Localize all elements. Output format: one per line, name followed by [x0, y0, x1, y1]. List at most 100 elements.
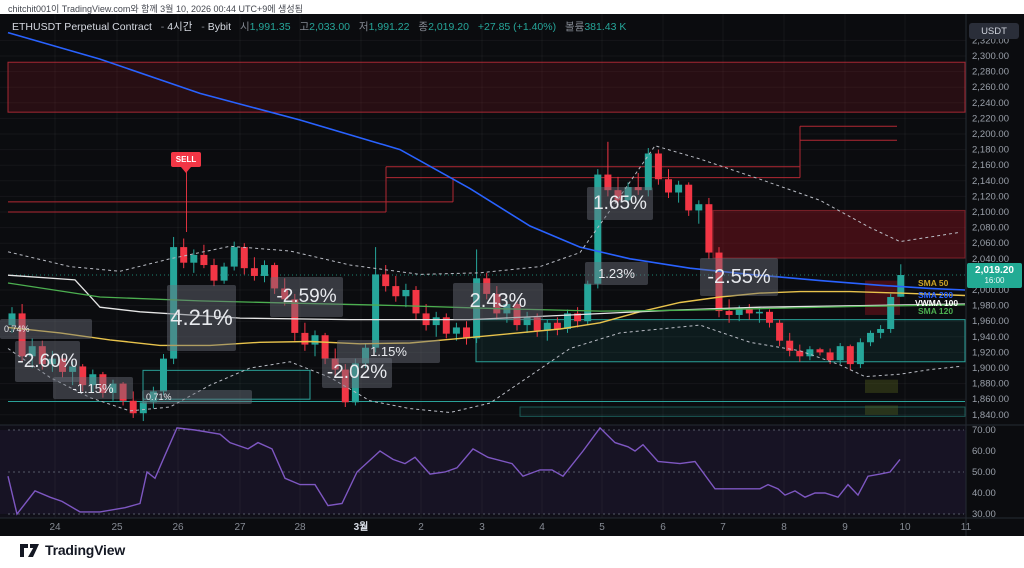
attribution-bar: chitchit001이 TradingView.com와 함께 3월 10, … [0, 0, 1024, 14]
volume-label: 볼륨 [565, 21, 585, 33]
svg-text:2,120.00: 2,120.00 [972, 191, 1009, 202]
change-value: +27.85 (+1.40%) [477, 21, 557, 33]
sell-marker-line [185, 172, 187, 232]
exchange-label: Bybit [207, 21, 232, 33]
svg-text:1,880.00: 1,880.00 [972, 379, 1009, 390]
ma-lines-layer [7, 31, 966, 414]
zones-layer [7, 61, 966, 417]
price-axis[interactable]: 2,320.00 2,300.00 2,280.00 2,260.00 2,240.00… [972, 35, 1009, 520]
pct-drawing-label[interactable]: -2.55% [700, 258, 778, 296]
pct-drawing-label[interactable]: -1.15% [53, 377, 133, 399]
interval-label[interactable]: 4시간 [167, 21, 193, 33]
sell-marker[interactable]: SELL [171, 152, 201, 167]
overlay-sma-120 [7, 282, 966, 312]
rsi-pane [0, 425, 966, 518]
svg-text:2,320.00: 2,320.00 [972, 35, 1009, 46]
svg-text:1,980.00: 1,980.00 [972, 301, 1009, 312]
svg-text:2,040.00: 2,040.00 [972, 254, 1009, 265]
svg-text:2: 2 [418, 522, 424, 533]
demand-zone-left [142, 369, 311, 400]
overlay-vwma-100 [7, 274, 966, 321]
svg-text:1,840.00: 1,840.00 [972, 410, 1009, 421]
svg-text:3월: 3월 [354, 521, 369, 533]
svg-text:1,920.00: 1,920.00 [972, 347, 1009, 358]
pct-drawing-label[interactable]: 1.65% [587, 187, 653, 220]
rsi-line [7, 426, 901, 516]
pane-separators [0, 14, 1024, 536]
svg-text:2,220.00: 2,220.00 [972, 113, 1009, 124]
overlay-bb-upper [7, 145, 961, 275]
svg-text:1,900.00: 1,900.00 [972, 363, 1009, 374]
ma-legend-sma-50: SMA 50 [918, 278, 949, 288]
svg-text:60.00: 60.00 [972, 446, 996, 457]
svg-text:3: 3 [479, 522, 485, 533]
bar-countdown: 16:00 [984, 276, 1005, 285]
pct-drawing-label[interactable]: -2.59% [270, 277, 343, 317]
pct-drawing-label[interactable]: 0.74% [0, 319, 92, 339]
pct-drawing-label[interactable]: 1.23% [585, 262, 648, 285]
pct-drawing-label[interactable]: -2.60% [15, 341, 80, 382]
low-label: 저 [358, 21, 369, 33]
svg-text:25: 25 [111, 522, 123, 533]
chart-legend[interactable]: ETHUSDT Perpetual Contract - 4시간 - Bybit… [12, 19, 626, 34]
ma-legend-sma-200: SMA 200 [918, 290, 954, 300]
ma-legend-vwma-100: VWMA 100 [915, 298, 959, 308]
overlay-sma-200 [7, 31, 966, 291]
svg-text:1,860.00: 1,860.00 [972, 394, 1009, 405]
legend-sep2: - [201, 21, 205, 33]
svg-text:8: 8 [781, 522, 787, 533]
tradingview-logo[interactable]: TradingView [20, 542, 125, 558]
footer-bar: TradingView [0, 536, 1024, 568]
ma-legend-sma-120: SMA 120 [918, 306, 954, 316]
svg-text:2,180.00: 2,180.00 [972, 145, 1009, 156]
svg-text:28: 28 [294, 522, 306, 533]
svg-text:70.00: 70.00 [972, 425, 996, 436]
tradingview-logo-icon [20, 543, 39, 557]
legend-sep: - [160, 21, 165, 33]
overlay-bb-lower [7, 324, 961, 414]
symbol-title[interactable]: ETHUSDT Perpetual Contract [12, 21, 152, 33]
open-value: 1,991.35 [249, 21, 291, 33]
low-value: 1,991.22 [368, 21, 410, 33]
svg-text:2,060.00: 2,060.00 [972, 238, 1009, 249]
high-label: 고 [299, 21, 310, 33]
close-value: 2,019.20 [428, 21, 469, 33]
svg-text:50.00: 50.00 [972, 467, 996, 478]
svg-text:2,100.00: 2,100.00 [972, 207, 1009, 218]
supply-zone-right [712, 209, 966, 259]
tradingview-logo-text: TradingView [45, 542, 126, 558]
last-price-value: 2,019.20 [975, 265, 1014, 276]
red-lines-layer [8, 125, 897, 213]
svg-text:27: 27 [234, 522, 246, 533]
svg-text:2,240.00: 2,240.00 [972, 98, 1009, 109]
volume-value: 381.43 K [584, 21, 627, 33]
currency-chip[interactable]: USDT [969, 23, 1019, 39]
pct-drawing-label[interactable]: 4.21% [167, 285, 236, 351]
svg-text:40.00: 40.00 [972, 488, 996, 499]
pct-drawing-label[interactable]: 2.43% [453, 283, 543, 320]
last-price-badge: 2,019.20 16:00 [967, 263, 1022, 288]
svg-text:9: 9 [842, 522, 848, 533]
grid-layer [0, 14, 967, 518]
svg-text:1,960.00: 1,960.00 [972, 316, 1009, 327]
svg-text:2,260.00: 2,260.00 [972, 82, 1009, 93]
pct-drawing-label[interactable]: 1.15% [337, 340, 440, 363]
overlay-sma-50 [7, 290, 966, 347]
svg-text:2,200.00: 2,200.00 [972, 129, 1009, 140]
pct-drawing-label[interactable]: -2.02% [322, 358, 392, 388]
svg-text:2,000.00: 2,000.00 [972, 285, 1009, 296]
open-label: 시 [239, 21, 250, 33]
svg-text:5: 5 [599, 522, 605, 533]
close-label: 종 [418, 21, 429, 33]
pct-drawing-label[interactable]: 0.71% [142, 390, 252, 404]
svg-text:4: 4 [539, 522, 545, 533]
svg-text:11: 11 [961, 522, 972, 533]
order-block-2 [865, 405, 898, 415]
sell-marker-pointer [181, 167, 191, 173]
svg-text:2,160.00: 2,160.00 [972, 160, 1009, 171]
svg-text:2,080.00: 2,080.00 [972, 223, 1009, 234]
time-axis[interactable]: 24 25 26 27 28 3월 2 3 4 5 6 7 8 9 10 11 [49, 521, 971, 533]
order-block-1 [865, 379, 898, 393]
